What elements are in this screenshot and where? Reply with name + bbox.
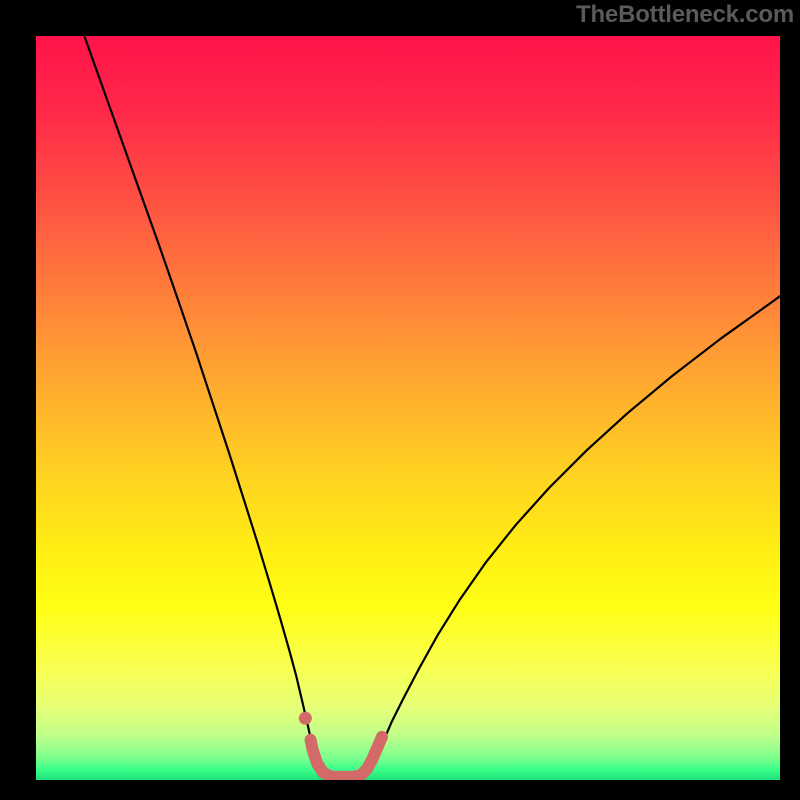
overlay-accent (311, 737, 382, 777)
plot-area (36, 36, 780, 780)
main-curve (84, 36, 780, 780)
watermark-text: TheBottleneck.com (576, 1, 794, 29)
curve-layer (36, 36, 780, 780)
accent-dot (299, 712, 312, 725)
